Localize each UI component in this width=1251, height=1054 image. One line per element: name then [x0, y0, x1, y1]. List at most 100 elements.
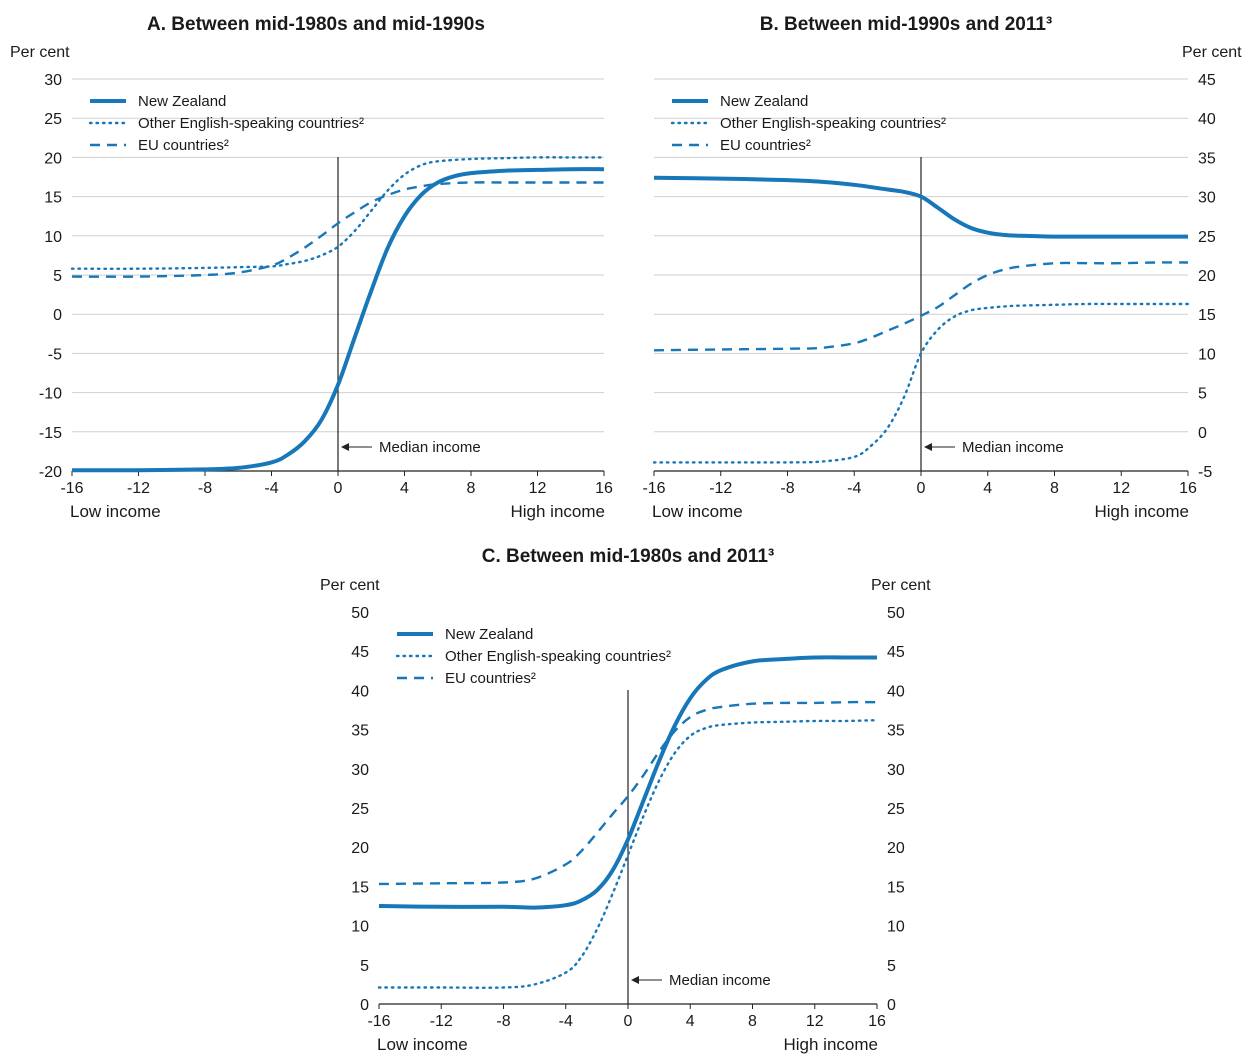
legend-label-eu: EU countries²	[138, 137, 229, 154]
series-line-eu	[378, 700, 878, 886]
x-tick-label: -16	[60, 480, 83, 497]
x-tick-label: 0	[334, 480, 343, 497]
x-tick-label: -12	[430, 1013, 453, 1030]
x-tick-label: 16	[868, 1013, 886, 1030]
y-tick-label: 20	[44, 150, 62, 167]
x-tick-label: 4	[400, 480, 409, 497]
legend-label-oe: Other English-speaking countries²	[445, 648, 671, 665]
x-tick-label: 8	[748, 1013, 757, 1030]
y-tick-label: 20	[1198, 268, 1216, 285]
x-tick-label: -12	[709, 480, 732, 497]
chart-panel-c: C. Between mid-1980s and 2011³ 0 0 5 5 10 10 15…	[320, 546, 931, 1054]
chart-title: C. Between mid-1980s and 2011³	[482, 546, 775, 567]
y-tick-label: 10	[351, 919, 369, 936]
y-tick-label: 30	[351, 762, 369, 779]
y-tick-label: 15	[351, 879, 369, 896]
y-tick-label: 25	[44, 111, 62, 128]
y-tick-label: 50	[351, 605, 369, 622]
y-tick-label: 10	[1198, 346, 1216, 363]
y-tick-label: 5	[1198, 386, 1207, 403]
y-tick-label: -10	[39, 386, 62, 403]
x-low-income-label: Low income	[652, 502, 743, 521]
chart-title: B. Between mid-1990s and 2011³	[760, 14, 1053, 35]
series-line-eu	[71, 181, 604, 278]
y-tick-label: 35	[1198, 150, 1216, 167]
chart-panel-a: A. Between mid-1980s and mid-1990s -20 -15…	[10, 14, 613, 521]
x-tick-label: -4	[847, 480, 861, 497]
x-tick-label: 16	[1179, 480, 1197, 497]
y-tick-label: 20	[351, 840, 369, 857]
x-low-income-label: Low income	[70, 502, 161, 521]
x-tick-label: 12	[806, 1013, 824, 1030]
series-line-oe	[652, 302, 1190, 464]
median-arrowhead	[924, 443, 932, 451]
y-tick-label: 5	[360, 958, 369, 975]
y-tick-label: 0	[53, 307, 62, 324]
x-tick-label: -16	[367, 1013, 390, 1030]
y-tick-label: 20	[887, 840, 905, 857]
series-line-oe	[377, 719, 879, 989]
x-high-income-label: High income	[784, 1035, 879, 1054]
series-line-nz	[378, 655, 877, 910]
y-tick-label: 25	[887, 801, 905, 818]
y-tick-label: 30	[44, 72, 62, 89]
median-income-annotation: Median income	[379, 439, 481, 456]
legend-label-eu: EU countries²	[720, 137, 811, 154]
y-axis-unit-right: Per cent	[1182, 44, 1242, 61]
y-tick-label: 10	[887, 919, 905, 936]
y-tick-label: 5	[887, 958, 896, 975]
y-tick-label: -5	[48, 346, 62, 363]
series-line-nz	[653, 175, 1188, 239]
legend-label-nz: New Zealand	[720, 93, 808, 110]
y-tick-label: 15	[887, 879, 905, 896]
x-low-income-label: Low income	[377, 1035, 468, 1054]
median-arrowhead	[631, 976, 639, 984]
x-tick-label: -16	[642, 480, 665, 497]
x-tick-label: 0	[624, 1013, 633, 1030]
y-tick-label: 10	[44, 229, 62, 246]
series-line-nz	[71, 167, 605, 473]
x-tick-label: -4	[559, 1013, 573, 1030]
x-tick-label: 4	[983, 480, 992, 497]
y-tick-label: 30	[1198, 190, 1216, 207]
y-tick-label: 45	[351, 644, 369, 661]
x-tick-label: 16	[595, 480, 613, 497]
y-tick-label: 40	[1198, 111, 1216, 128]
y-tick-label: -5	[1198, 464, 1212, 481]
y-tick-label: 30	[887, 762, 905, 779]
y-axis-unit-right: Per cent	[871, 577, 931, 594]
y-axis-unit-left: Per cent	[320, 577, 380, 594]
y-tick-label: 25	[1198, 229, 1216, 246]
x-tick-label: 0	[917, 480, 926, 497]
series-line-eu	[653, 261, 1189, 352]
y-tick-label: -15	[39, 425, 62, 442]
y-tick-label: 45	[1198, 72, 1216, 89]
x-tick-label: 8	[467, 480, 476, 497]
median-arrowhead	[341, 443, 349, 451]
y-tick-label: 40	[887, 683, 905, 700]
x-tick-label: 12	[529, 480, 547, 497]
legend-label-oe: Other English-speaking countries²	[720, 115, 946, 132]
y-tick-label: 35	[351, 723, 369, 740]
legend-label-oe: Other English-speaking countries²	[138, 115, 364, 132]
median-income-annotation: Median income	[669, 972, 771, 989]
x-tick-label: -4	[264, 480, 278, 497]
y-tick-label: 5	[53, 268, 62, 285]
y-tick-label: 25	[351, 801, 369, 818]
x-tick-label: -8	[780, 480, 794, 497]
y-tick-label: 50	[887, 605, 905, 622]
y-tick-label: 45	[887, 644, 905, 661]
x-tick-label: -8	[496, 1013, 510, 1030]
y-axis-unit-left: Per cent	[10, 44, 70, 61]
y-tick-label: 15	[44, 190, 62, 207]
y-tick-label: 15	[1198, 307, 1216, 324]
y-tick-label: 0	[360, 997, 369, 1014]
median-income-annotation: Median income	[962, 439, 1064, 456]
y-tick-label: -20	[39, 464, 62, 481]
y-tick-label: 35	[887, 723, 905, 740]
x-high-income-label: High income	[511, 502, 606, 521]
x-tick-label: 4	[686, 1013, 695, 1030]
chart-title: A. Between mid-1980s and mid-1990s	[147, 14, 485, 35]
legend-label-eu: EU countries²	[445, 670, 536, 687]
